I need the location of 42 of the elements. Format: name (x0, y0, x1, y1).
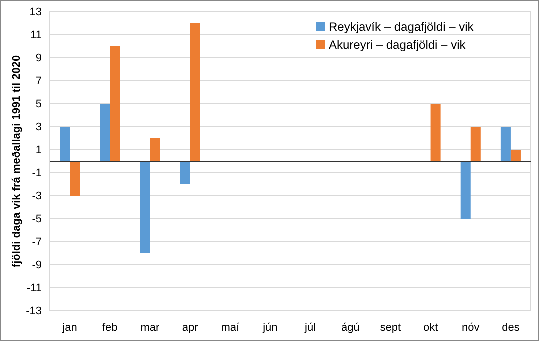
bar (500, 127, 511, 162)
x-tick-label: apr (182, 322, 199, 334)
y-tick-label: 11 (30, 30, 42, 42)
bar (70, 162, 80, 196)
legend-label: Akureyri – dagafjöldi – vik (329, 38, 467, 52)
bar (180, 162, 190, 184)
legend-label: Reykjavík – dagafjöldi – vik (329, 20, 475, 34)
x-tick-label: des (502, 322, 520, 334)
bar (470, 127, 481, 162)
x-tick-label: ágú (341, 322, 360, 334)
bar (140, 162, 150, 254)
y-tick-label: 3 (36, 122, 42, 134)
y-tick-label: 5 (36, 98, 42, 111)
x-tick-label: júl (304, 322, 316, 334)
y-tick-label: -5 (32, 214, 42, 226)
x-tick-label: okt (423, 322, 438, 334)
y-tick-label: -11 (26, 282, 42, 295)
y-tick-label: 7 (36, 76, 42, 88)
bar (150, 138, 160, 162)
y-tick-label: -3 (32, 190, 42, 203)
bar (510, 150, 521, 162)
bar (460, 162, 471, 219)
y-tick-label: 1 (36, 144, 42, 157)
x-tick-label: mar (140, 322, 160, 334)
bar (110, 46, 120, 162)
y-tick-label: -1 (32, 168, 42, 180)
y-tick-label: -13 (26, 306, 42, 318)
x-tick-label: sept (380, 322, 402, 334)
bar (100, 104, 110, 162)
x-tick-label: feb (102, 322, 118, 334)
bar (190, 24, 200, 162)
y-tick-label: -7 (32, 236, 42, 249)
bar (60, 127, 70, 162)
x-tick-label: jún (262, 322, 278, 334)
y-tick-label: -9 (32, 260, 42, 272)
x-tick-label: maí (221, 322, 240, 334)
y-axis-title: fjöldi daga vik frá meðallagi 1991 til 2020 (11, 55, 23, 268)
x-tick-label: jan (62, 322, 78, 334)
bar (430, 104, 441, 162)
y-tick-label: 9 (36, 52, 42, 65)
x-tick-label: nóv (462, 322, 480, 334)
y-tick-label: 13 (30, 6, 42, 19)
